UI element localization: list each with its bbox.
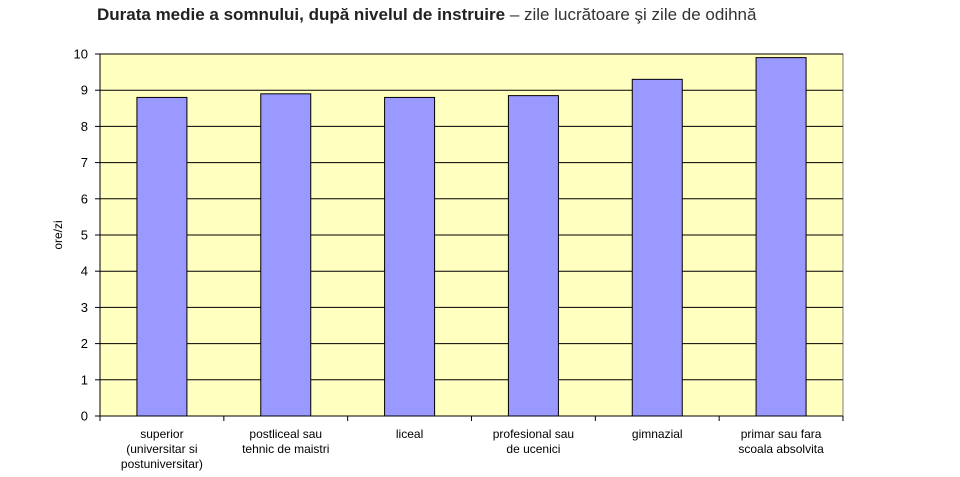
x-category-label: liceal	[396, 427, 423, 441]
y-tick-label: 0	[81, 409, 88, 424]
y-tick-label: 1	[81, 372, 88, 387]
x-category-label: profesional sau de ucenici	[493, 427, 574, 456]
chart-title: Durata medie a somnului, după nivelul de…	[97, 5, 506, 24]
x-category-label: primar sau fara scoala absolvita	[738, 427, 824, 456]
y-tick-label: 6	[81, 191, 88, 206]
x-category-label: gimnazial	[632, 427, 683, 441]
x-category-label: postliceal sau tehnic de maistri	[242, 427, 329, 456]
y-tick-label: 8	[81, 119, 88, 134]
chart-title-block: Durata medie a somnului, după nivelul de…	[97, 5, 756, 25]
y-axis-ticks: 0 1 2 3 4 5 6 7 8 9 10	[74, 47, 100, 424]
y-tick-label: 4	[81, 264, 88, 279]
bar	[260, 93, 312, 417]
chart-subtitle: – zile lucrătoare şi zile de odihnă	[509, 5, 757, 24]
y-tick-label: 3	[81, 300, 88, 315]
bar	[755, 57, 807, 417]
y-tick-label: 5	[81, 228, 88, 243]
y-tick-label: 7	[81, 155, 88, 170]
bar	[136, 96, 188, 417]
bar	[507, 95, 559, 417]
x-category-label: superior (universitar si postuniversitar)	[121, 427, 203, 471]
bar	[631, 78, 683, 417]
grid-lines	[100, 53, 843, 417]
x-axis-categories: superior (universitar si postuniversitar) p…	[99, 416, 844, 471]
y-axis-label: ore/zi	[51, 220, 65, 249]
y-tick-label: 9	[81, 83, 88, 98]
y-tick-label: 10	[74, 47, 88, 62]
bar	[384, 96, 436, 417]
y-tick-label: 2	[81, 336, 88, 351]
